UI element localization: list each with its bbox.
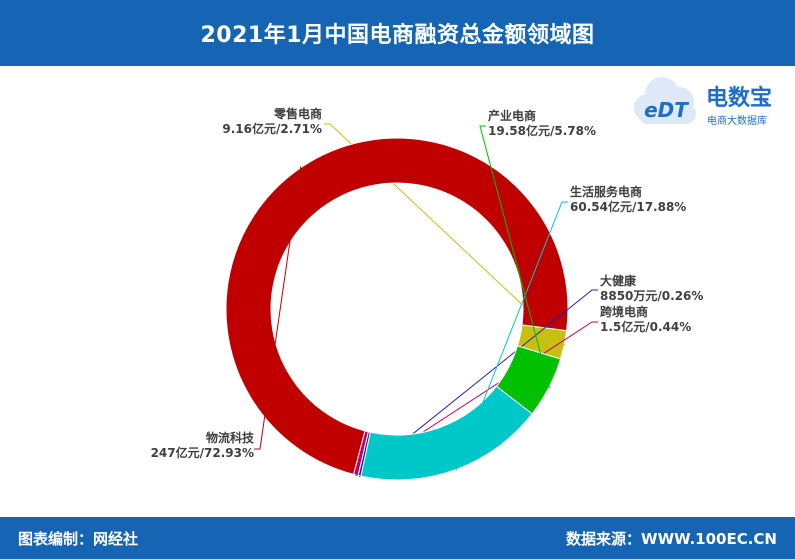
logo-mark: eDT: [644, 98, 689, 122]
slice-label-name-6: 产业电商: [488, 108, 536, 123]
leader-line-2: [254, 166, 302, 450]
logo-name: 电数宝: [706, 85, 772, 111]
slice-label-name-4: 大健康: [600, 273, 637, 288]
slice-5: [360, 385, 533, 481]
leader-line-3: [355, 321, 598, 477]
leader-line-4: [359, 289, 598, 478]
leader-line-5: [455, 201, 568, 471]
slice-6: [495, 345, 562, 415]
slice-label-value-4: 8850万元/0.26%: [600, 289, 703, 303]
slice-label-value-6: 19.58亿元/5.78%: [488, 123, 596, 138]
slice-label-name-3: 跨境电商: [600, 304, 648, 319]
footer-bar: 图表编制：网经社 数据来源：WWW.100EC.CN: [0, 517, 795, 559]
slice-label-name-1: 零售电商: [273, 106, 322, 121]
logo-tagline: 电商大数据库: [707, 114, 767, 127]
compiler-credit: 图表编制：网经社: [18, 530, 139, 548]
cloud-icon: eDT: [634, 77, 696, 124]
slice-label-name-5: 生活服务电商: [570, 184, 642, 199]
slice-label-value-5: 60.54亿元/17.88%: [570, 199, 686, 214]
chart-title: 2021年1月中国电商融资总金额领域图: [200, 23, 595, 48]
slice-2: [225, 137, 569, 476]
brand-logo: eDT 电数宝 电商大数据库: [626, 72, 790, 134]
leader-line-1: [324, 123, 566, 346]
slice-label-value-1: 9.16亿元/2.71%: [222, 121, 322, 136]
slice-label-value-3: 1.5亿元/0.44%: [600, 319, 691, 334]
source-credit: 数据来源：WWW.100EC.CN: [566, 530, 777, 548]
slice-label-name-2: 物流科技: [206, 430, 255, 445]
title-bar: 2021年1月中国电商融资总金额领域图: [0, 0, 795, 66]
slice-label-value-2: 247亿元/72.93%: [151, 445, 254, 460]
chart-area: 零售电商 9.16亿元/2.71% 物流科技 247亿元/72.93% 跨境电商 1.5亿…: [0, 66, 795, 517]
leader-line-6: [479, 125, 551, 389]
